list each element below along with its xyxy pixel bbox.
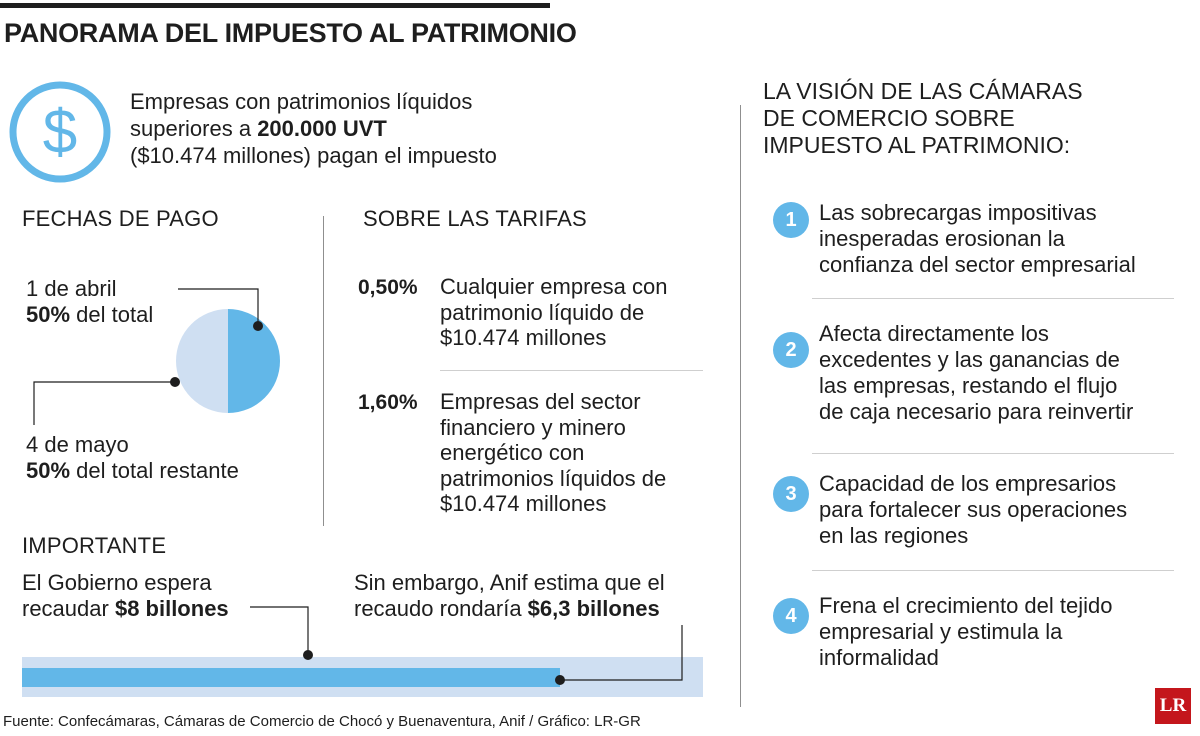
anif-dot <box>554 675 565 685</box>
vision-separator-2 <box>812 453 1174 454</box>
tariff-rate-2: 1,60% <box>358 391 418 414</box>
payment-heading: FECHAS DE PAGO <box>22 206 219 231</box>
second-payment-label: 4 de mayo 50% del total restante <box>26 432 239 483</box>
intro-line-2: superiores a 200.000 UVT <box>130 116 387 141</box>
first-payment-date: 1 de abril <box>26 276 117 301</box>
source-note: Fuente: Confecámaras, Cámaras de Comerci… <box>3 713 641 730</box>
pie-slice-second-payment <box>176 309 228 413</box>
government-amount: $8 billones <box>114 596 229 621</box>
svg-text:$: $ <box>43 98 77 167</box>
vision-item-2: Afecta directamente los excedentes y las… <box>819 321 1134 424</box>
government-estimate: El Gobierno espera recaudar $8 billones <box>22 570 229 621</box>
tariffs-heading: SOBRE LAS TARIFAS <box>363 206 587 231</box>
lr-logo: LR <box>1155 688 1191 724</box>
vision-separator-3 <box>812 570 1174 571</box>
vision-item-3: Capacidad de los empresarios para fortal… <box>819 471 1128 548</box>
dollar-icon: $ <box>9 81 111 183</box>
tariff-separator <box>440 370 703 371</box>
vision-number-4: 4 <box>773 598 809 634</box>
first-payment-leader <box>178 288 259 326</box>
first-payment-dot <box>253 321 263 331</box>
government-dot <box>303 650 313 660</box>
vision-number-2: 2 <box>773 332 809 368</box>
intro-line-3: ($10.474 millones) pagan el impuesto <box>130 143 497 168</box>
vision-item-4: Frena el crecimiento del tejido empresar… <box>819 593 1113 670</box>
right-column-divider <box>740 105 741 707</box>
vision-number-1: 1 <box>773 202 809 238</box>
pie-slice-first-payment <box>228 309 280 413</box>
intro-uvt-amount: 200.000 UVT <box>257 116 387 141</box>
anif-amount: $6,3 billones <box>527 596 660 621</box>
first-payment-label: 1 de abril 50% del total <box>26 276 154 327</box>
vision-heading: LA VISIÓN DE LAS CÁMARAS DE COMERCIO SOB… <box>763 78 1083 158</box>
vision-separator-1 <box>812 298 1174 299</box>
second-payment-leader <box>33 381 175 425</box>
column-divider <box>323 216 324 526</box>
tariff-rate-1: 0,50% <box>358 276 418 299</box>
intro-text: Empresas con patrimonios líquidos superi… <box>130 88 550 169</box>
top-rule <box>0 3 550 8</box>
page-title: PANORAMA DEL IMPUESTO AL PATRIMONIO <box>4 18 577 48</box>
second-payment-dot <box>170 377 180 387</box>
vision-number-3: 3 <box>773 476 809 512</box>
tariff-desc-1: Cualquier empresa con patrimonio líquido… <box>440 274 668 350</box>
anif-leader <box>559 625 683 681</box>
government-leader <box>250 606 309 655</box>
anif-estimate: Sin embargo, Anif estima que el recaudo … <box>354 570 665 621</box>
intro-line-1: Empresas con patrimonios líquidos <box>130 89 473 114</box>
important-heading: IMPORTANTE <box>22 533 167 558</box>
tariff-desc-2: Empresas del sector financiero y minero … <box>440 389 667 516</box>
bar-anif-estimate <box>22 668 560 687</box>
second-payment-date: 4 de mayo <box>26 432 129 457</box>
vision-item-1: Las sobrecargas impositivas inesperadas … <box>819 200 1136 277</box>
